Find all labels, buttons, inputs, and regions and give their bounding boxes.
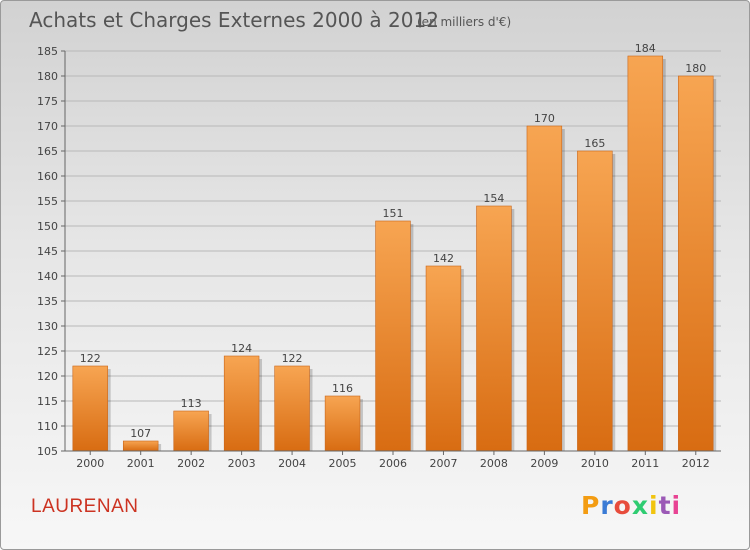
- x-tick-label-2010: 2010: [581, 457, 609, 470]
- chart-title: Achats et Charges Externes 2000 à 2012: [29, 8, 439, 32]
- x-tick-label-2000: 2000: [76, 457, 104, 470]
- y-tick-label: 155: [37, 195, 58, 208]
- y-tick-label: 165: [37, 145, 58, 158]
- x-tick-label-2009: 2009: [530, 457, 558, 470]
- logo-letter: i: [649, 491, 659, 520]
- y-tick-label: 180: [37, 70, 58, 83]
- logo-letter: o: [613, 491, 632, 520]
- bar-2008: [476, 205, 512, 452]
- bar-2005: [324, 395, 361, 452]
- bar-2002: [173, 410, 209, 452]
- x-tick-label-2006: 2006: [379, 457, 407, 470]
- data-label-2003: 124: [231, 342, 252, 355]
- logo-letter: P: [581, 491, 601, 520]
- bar-2001: [122, 440, 159, 452]
- bar-2011: [627, 55, 664, 452]
- logo-letter: i: [671, 491, 682, 520]
- logo-letter: t: [658, 491, 672, 520]
- y-tick-label: 150: [37, 220, 58, 233]
- bar-2010: [577, 150, 613, 452]
- x-tick-label-2004: 2004: [278, 457, 306, 470]
- x-tick-label-2007: 2007: [429, 457, 457, 470]
- data-label-2011: 184: [635, 42, 656, 55]
- y-tick-label: 160: [37, 170, 58, 183]
- data-label-2009: 170: [534, 112, 555, 125]
- data-label-2005: 116: [332, 382, 353, 395]
- data-label-2000: 122: [80, 352, 101, 365]
- data-label-2001: 107: [130, 427, 151, 440]
- data-label-2008: 154: [483, 192, 504, 205]
- bars: 122 107 113 124 122 116 151 142 154 170 165 184 180: [72, 42, 717, 452]
- y-tick-label: 170: [37, 120, 58, 133]
- bar-2009: [526, 125, 563, 452]
- logo-letter: x: [631, 491, 649, 520]
- proxiti-logo[interactable]: Proxiti: [581, 491, 681, 520]
- x-tick-label-2002: 2002: [177, 457, 205, 470]
- x-tick-label-2003: 2003: [228, 457, 256, 470]
- bar-2007: [425, 265, 462, 452]
- bar-2006: [375, 220, 411, 452]
- bar-2004: [274, 365, 310, 452]
- y-tick-label: 105: [37, 445, 58, 458]
- y-tick-label: 125: [37, 345, 58, 358]
- x-axis: 2000 2001 2002 2003 2004 2005 2006 2007 2008 2009…: [65, 450, 721, 470]
- bar-2012: [678, 75, 714, 452]
- y-tick-label: 175: [37, 95, 58, 108]
- y-tick-label: 115: [37, 395, 58, 408]
- x-tick-label-2011: 2011: [631, 457, 659, 470]
- data-label-2006: 151: [383, 207, 404, 220]
- place-name: LAURENAN: [31, 496, 139, 517]
- y-tick-label: 145: [37, 245, 58, 258]
- data-label-2002: 113: [181, 397, 202, 410]
- bar-2003: [223, 355, 260, 452]
- bar-2000: [72, 365, 108, 452]
- x-tick-label-2008: 2008: [480, 457, 508, 470]
- data-label-2004: 122: [282, 352, 303, 365]
- x-tick-label-2012: 2012: [682, 457, 710, 470]
- data-label-2007: 142: [433, 252, 454, 265]
- y-tick-label: 120: [37, 370, 58, 383]
- y-tick-label: 140: [37, 270, 58, 283]
- y-axis: 105 110 115 120 125 130 135 140 145 150 155 160 165 1…: [37, 45, 66, 458]
- data-label-2010: 165: [584, 137, 605, 150]
- x-tick-label-2005: 2005: [329, 457, 357, 470]
- data-label-2012: 180: [685, 62, 706, 75]
- chart-subtitle: (en milliers d'€): [417, 15, 511, 29]
- y-tick-label: 135: [37, 295, 58, 308]
- logo-letter: r: [600, 491, 614, 520]
- y-tick-label: 110: [37, 420, 58, 433]
- y-tick-label: 130: [37, 320, 58, 333]
- y-tick-label: 185: [37, 45, 58, 58]
- x-tick-label-2001: 2001: [127, 457, 155, 470]
